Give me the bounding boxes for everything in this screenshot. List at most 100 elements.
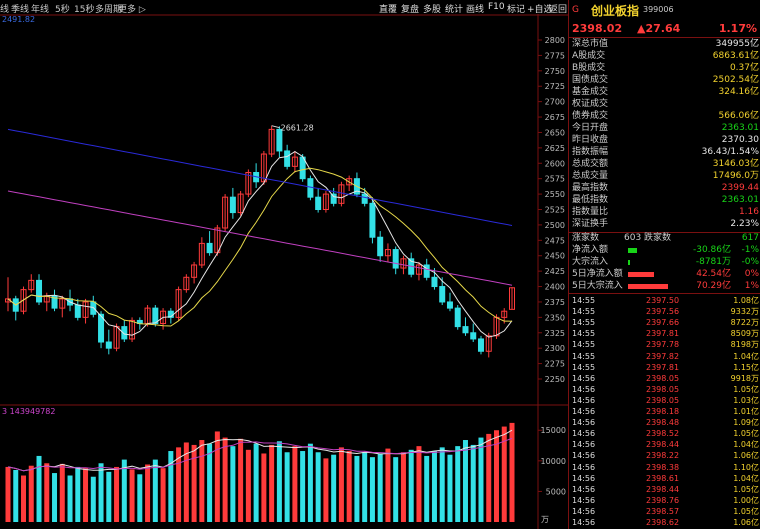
tick-volume: 1.03亿: [733, 395, 759, 405]
candle-body: [470, 332, 477, 340]
stat-row: 基金成交 324.16亿: [572, 87, 759, 98]
toolbar-button[interactable]: +自选: [527, 5, 553, 15]
tick-row[interactable]: 14:56 2398.76 1.00亿: [572, 495, 759, 506]
volume-bar: [501, 426, 507, 522]
tick-row[interactable]: 14:55 2397.50 1.08亿: [572, 295, 759, 306]
price-tick-label: 2500: [545, 221, 565, 230]
flow-value: -30.86亿: [692, 245, 731, 255]
period-tab[interactable]: 5秒: [55, 5, 70, 15]
tick-row[interactable]: 14:56 2398.52 1.05亿: [572, 428, 759, 439]
tick-time: 14:56: [572, 473, 596, 483]
tick-row[interactable]: 14:56 2398.38 1.10亿: [572, 462, 759, 473]
tick-row[interactable]: 14:56 2398.05 1.05亿: [572, 384, 759, 395]
price-tick-label: 2300: [545, 344, 565, 353]
stat-row: 深总市值 349955亿: [572, 39, 759, 50]
tick-row[interactable]: 14:55 2397.66 8722万: [572, 317, 759, 328]
toolbar-button[interactable]: 统计: [445, 5, 464, 15]
tick-volume: 8198万: [730, 340, 759, 350]
tick-volume: 1.04亿: [733, 473, 759, 483]
volume-bar: [509, 422, 515, 522]
toolbar-button[interactable]: 画线: [466, 5, 485, 15]
tick-row[interactable]: 14:56 2398.05 1.03亿: [572, 395, 759, 406]
quote-panel: G 创业板指 399006 2398.02 ▲27.64 1.17% 深总市值 3…: [568, 0, 760, 529]
high-price-annotation: 2661.28: [281, 124, 314, 133]
volume-bar: [137, 474, 143, 522]
tick-row[interactable]: 14:55 2397.81 1.15亿: [572, 362, 759, 373]
tick-row[interactable]: 14:55 2397.82 1.04亿: [572, 351, 759, 362]
tick-row[interactable]: 14:56 2398.62 1.06亿: [572, 517, 759, 528]
tick-row[interactable]: 14:56 2398.57 1.05亿: [572, 506, 759, 517]
stat-row: 总成交量 17496.0万: [572, 171, 759, 182]
tick-row[interactable]: 14:55 2397.78 8198万: [572, 339, 759, 350]
candle-body: [284, 150, 291, 167]
tick-time: 14:55: [572, 307, 596, 317]
volume-bar: [377, 453, 383, 522]
tick-row[interactable]: 14:55 2397.81 8509万: [572, 328, 759, 339]
stat-row: 权证成交: [572, 99, 759, 110]
volume-bar: [114, 466, 120, 522]
tick-row[interactable]: 14:56 2398.44 1.04亿: [572, 439, 759, 450]
tick-row[interactable]: 14:56 2398.44 1.05亿: [572, 484, 759, 495]
stat-label: A股成交: [572, 51, 606, 61]
volume-label: 3 143949782: [2, 407, 56, 416]
candle-body: [315, 196, 322, 211]
candle-body: [74, 304, 81, 318]
toolbar-button[interactable]: F10: [488, 2, 505, 12]
volume-bar: [36, 455, 42, 522]
volume-bar: [369, 457, 375, 522]
volume-bar: [44, 463, 50, 522]
tick-price: 2398.76: [646, 495, 680, 505]
stat-row: 昨日收盘 2370.30: [572, 135, 759, 146]
stat-label: 今日开盘: [572, 123, 609, 133]
price-tick-label: 2550: [545, 190, 565, 199]
volume-chart[interactable]: 15000 10000 5000: [0, 406, 568, 529]
candle-body: [222, 196, 229, 229]
candle-body: [237, 193, 244, 214]
tick-time: 14:55: [572, 329, 596, 339]
stat-row: 指数振幅 36.43/1.54%: [572, 147, 759, 158]
period-tab[interactable]: 15秒: [74, 5, 95, 15]
tick-volume: 1.05亿: [733, 506, 759, 516]
period-tab[interactable]: 年线: [31, 5, 50, 15]
kline-chart-area[interactable]: 线季线 年线 5秒 15秒 多周期 更多 ▷ 直覆 复盘 多股 统计 画线 F10 标记 +自选 返回 28…: [0, 0, 568, 529]
volume-bar: [439, 447, 445, 522]
candle-body: [129, 319, 136, 340]
period-tab[interactable]: 多周期: [95, 5, 123, 15]
volume-bar: [362, 452, 368, 522]
tick-time: 14:56: [572, 407, 596, 416]
tick-row[interactable]: 14:55 2397.56 9332万: [572, 306, 759, 317]
tick-row[interactable]: 14:56 2398.05 9918万: [572, 373, 759, 384]
toolbar-button[interactable]: 返回: [549, 5, 568, 15]
volume-tick-label: 10000: [541, 457, 566, 466]
tick-time: 14:55: [572, 351, 596, 361]
flow-bar: [628, 260, 630, 265]
tick-price: 2397.81: [646, 329, 680, 339]
index-code: 399006: [643, 5, 674, 14]
flow-pct: -0%: [741, 257, 759, 267]
tick-row[interactable]: 14:56 2398.48 1.09亿: [572, 417, 759, 428]
period-tab[interactable]: 季线: [11, 5, 30, 15]
tick-row[interactable]: 14:56 2398.22 1.06亿: [572, 450, 759, 461]
tick-time: 14:56: [572, 429, 596, 439]
period-tab[interactable]: 更多 ▷: [118, 5, 146, 15]
toolbar-button[interactable]: 标记: [507, 5, 526, 15]
flow-row: 5日净流入额 42.54亿 0%: [572, 269, 759, 280]
stat-value: 3146.03亿: [712, 159, 759, 169]
flow-row: 大宗流入 -8781万 -0%: [572, 257, 759, 268]
index-name: 创业板指: [591, 4, 640, 18]
ma5-line: [7, 151, 513, 338]
stat-value: 2502.54亿: [712, 75, 759, 85]
tick-volume: 1.04亿: [733, 351, 759, 361]
period-tab[interactable]: 线: [0, 5, 10, 15]
toolbar-button[interactable]: 直覆: [379, 5, 398, 15]
toolbar-button[interactable]: 复盘: [401, 5, 420, 15]
tick-row[interactable]: 14:56 2398.18 1.01亿: [572, 406, 759, 417]
volume-bar: [168, 451, 174, 522]
candlestick-chart[interactable]: 2800 2775 2750 2725 2700 2675 2650 2625 2600 2575…: [0, 14, 568, 406]
tick-row[interactable]: 14:56 2398.61 1.04亿: [572, 473, 759, 484]
tick-time: 14:56: [572, 451, 596, 461]
index-price: 2398.02: [572, 22, 623, 35]
volume-bar: [121, 459, 127, 522]
toolbar-button[interactable]: 多股: [423, 5, 442, 15]
price-tick-label: 2750: [545, 67, 565, 76]
